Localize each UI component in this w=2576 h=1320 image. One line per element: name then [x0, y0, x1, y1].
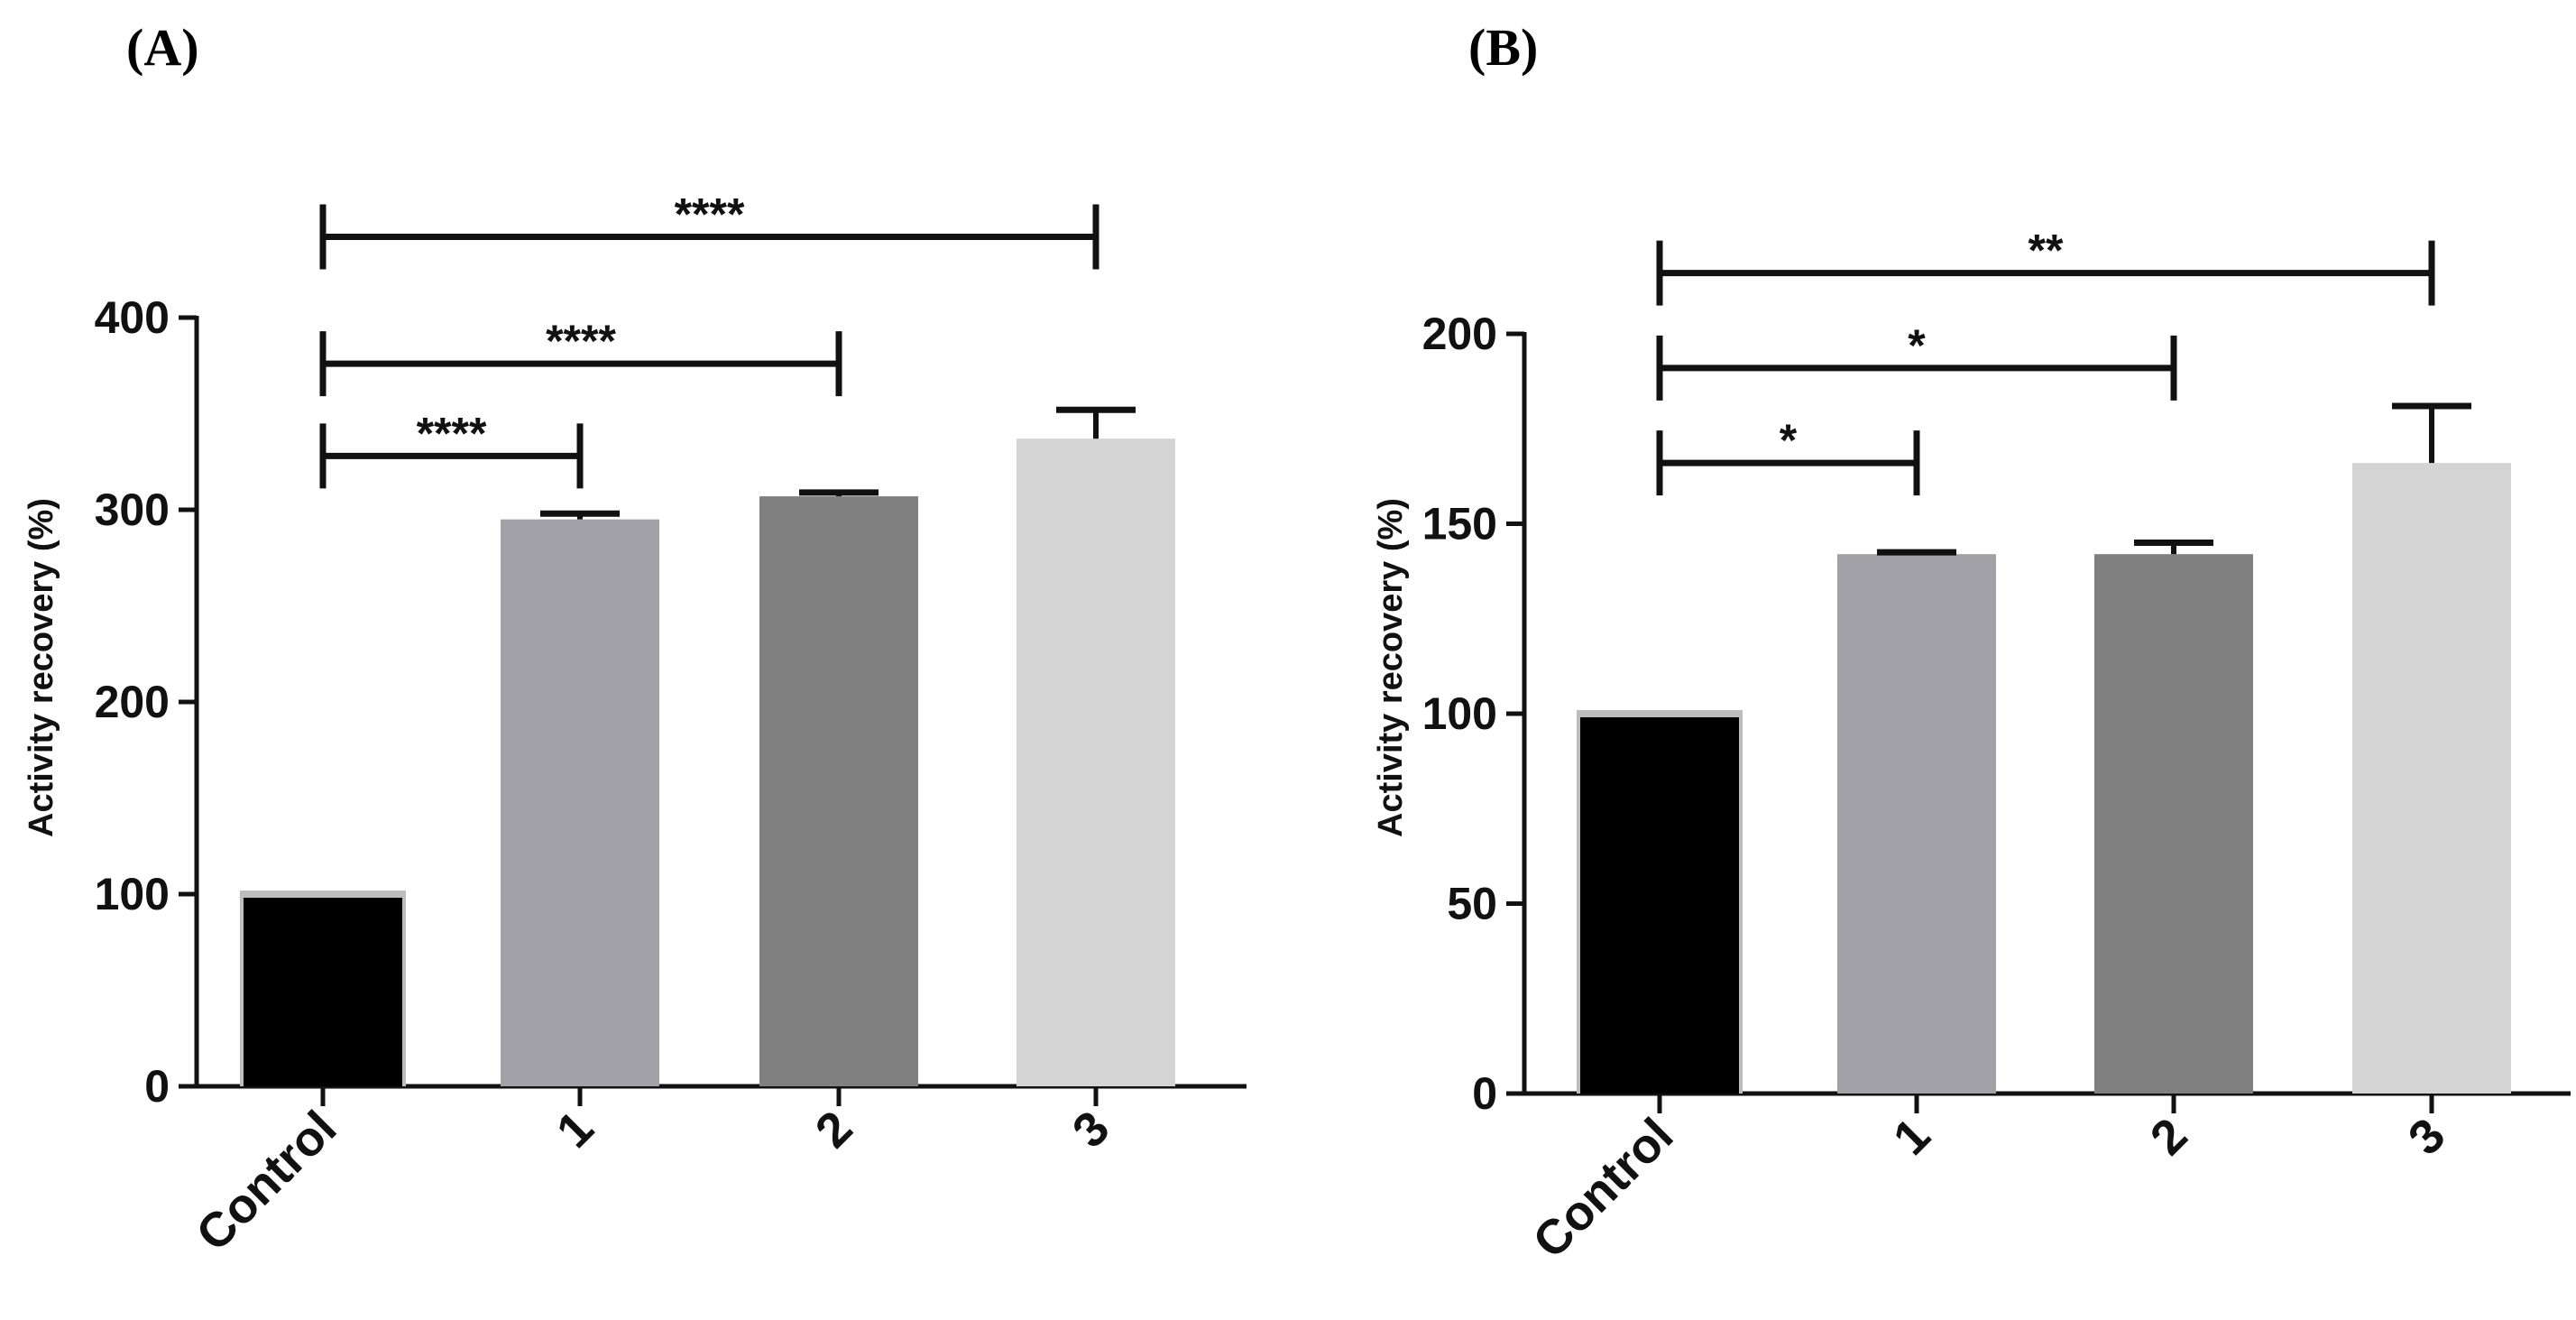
panel-label: (B)	[1468, 18, 1538, 77]
significance-label: *	[1908, 320, 1926, 371]
y-tick-label: 300	[95, 485, 170, 535]
y-tick-label: 0	[144, 1061, 170, 1112]
bar	[244, 898, 402, 1086]
y-tick-label: 50	[1447, 879, 1497, 929]
y-tick-label: 200	[95, 677, 170, 727]
x-tick-label: 1	[1883, 1108, 1941, 1166]
bar	[2352, 463, 2511, 1094]
y-tick-label: 100	[95, 869, 170, 919]
y-axis-title: Activity recovery (%)	[1372, 498, 1410, 837]
x-tick-label: 2	[2140, 1108, 2198, 1166]
y-tick-label: 100	[1422, 688, 1497, 739]
bar	[2094, 554, 2253, 1094]
significance-label: ****	[417, 408, 487, 458]
y-axis-title: Activity recovery (%)	[23, 498, 60, 837]
bar	[1837, 554, 1996, 1094]
x-tick-label: 1	[547, 1101, 604, 1158]
bar	[1580, 717, 1739, 1094]
y-tick-label: 400	[95, 292, 170, 343]
x-tick-label: 3	[2398, 1108, 2456, 1166]
x-tick-label: 3	[1063, 1101, 1120, 1158]
significance-label: **	[2029, 226, 2064, 276]
x-tick-label: 2	[805, 1101, 863, 1158]
x-tick-label: Control	[1523, 1108, 1683, 1269]
bar	[1017, 438, 1175, 1086]
bar	[501, 519, 659, 1086]
y-tick-label: 200	[1422, 309, 1497, 359]
bar	[759, 496, 918, 1086]
x-tick-label: Control	[186, 1101, 346, 1261]
panel-label: (A)	[126, 18, 199, 77]
significance-label: ****	[546, 316, 616, 366]
y-tick-label: 0	[1472, 1068, 1497, 1119]
panel-b: (B) 0 50 100 150 200 Activity recovery (%) Cont…	[1372, 18, 2571, 1269]
significance-label: *	[1780, 415, 1798, 466]
panel-a: (A) 0 100 200 300 400 Activity recovery (%) Con…	[23, 18, 1247, 1261]
y-tick-label: 150	[1422, 499, 1497, 549]
significance-label: ****	[675, 189, 745, 240]
